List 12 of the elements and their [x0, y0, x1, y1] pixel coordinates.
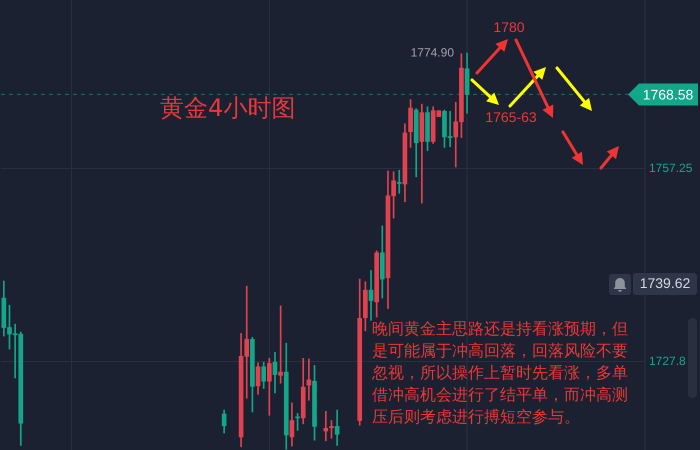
candlestick [329, 420, 334, 439]
y-tick-label: 1727.8 [649, 354, 686, 368]
annotation: 1765-63 [485, 108, 537, 125]
annotation: 晚间黄金主思路还是持看涨预期，但是可能属于冲高回落，回落风险不要忽视，所以操作上暂时先看涨，多单借冲高机会进行了结平单，而冲高测压后则考虑进行搏短空参与。 [371, 319, 628, 426]
annotation: 1774.90 [410, 45, 454, 60]
candlestick [295, 412, 300, 431]
y-tick-label: 1757.25 [649, 160, 693, 175]
candlestick [368, 270, 374, 321]
text: 黄金4小时图 [160, 94, 296, 122]
annotation: 1739.62 [640, 274, 691, 291]
annotation: 1780 [493, 18, 525, 35]
ref-line-label: 1768.58 [642, 86, 694, 102]
